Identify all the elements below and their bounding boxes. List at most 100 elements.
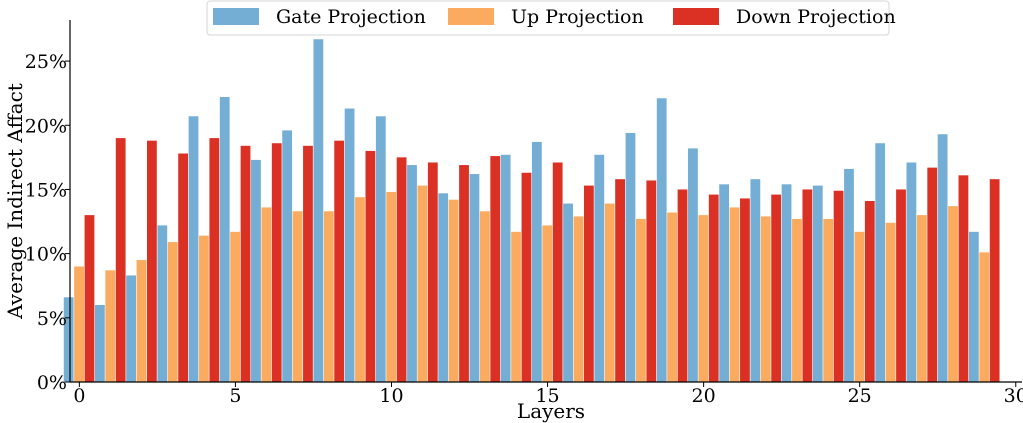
- bar-up-projection-layer-24: [823, 218, 834, 382]
- bar-gate-projection-layer-23: [781, 184, 792, 382]
- y-tick-label: 0%: [37, 372, 67, 394]
- bar-gate-projection-layer-25: [844, 168, 854, 382]
- x-tick-label: 30: [1004, 385, 1023, 407]
- bar-up-projection-layer-1: [105, 270, 116, 382]
- bar-up-projection-layer-15: [542, 225, 553, 382]
- y-tick-label: 20%: [25, 115, 67, 137]
- bar-down-projection-layer-12: [459, 165, 469, 382]
- y-tick-label: 25%: [25, 51, 67, 73]
- bar-gate-projection-layer-19: [656, 98, 667, 383]
- bar-gate-projection-layer-28: [937, 134, 948, 382]
- bar-gate-projection-layer-7: [282, 130, 293, 382]
- legend-label-down-projection: Down Projection: [736, 6, 896, 28]
- x-tick-label: 5: [229, 385, 241, 407]
- bar-up-projection-layer-14: [511, 231, 521, 382]
- y-tick-label: 5%: [37, 308, 67, 330]
- bar-up-projection-layer-16: [573, 216, 584, 382]
- bar-down-projection-layer-28: [958, 175, 969, 382]
- bar-up-projection-layer-25: [854, 231, 865, 382]
- bar-up-projection-layer-0: [74, 266, 84, 382]
- bar-down-projection-layer-20: [708, 194, 719, 382]
- bar-down-projection-layer-14: [521, 172, 532, 382]
- bar-up-projection-layer-23: [792, 218, 802, 382]
- bar-up-projection-layer-8: [323, 211, 334, 382]
- bar-down-projection-layer-22: [771, 194, 782, 382]
- axes-group: [69, 20, 1022, 383]
- bar-up-projection-layer-9: [355, 197, 365, 382]
- bar-down-projection-layer-10: [396, 157, 407, 382]
- bar-up-projection-layer-18: [636, 218, 646, 382]
- bar-gate-projection-layer-22: [750, 179, 761, 382]
- bar-down-projection-layer-23: [802, 189, 813, 382]
- bar-down-projection-layer-19: [677, 189, 688, 382]
- bar-up-projection-layer-19: [667, 212, 678, 382]
- bar-up-projection-layer-13: [479, 211, 490, 382]
- bar-down-projection-layer-6: [271, 143, 282, 382]
- legend: Gate Projection Up Projection Down Project…: [206, 0, 896, 36]
- bars-group: [63, 39, 1000, 383]
- bar-down-projection-layer-8: [334, 140, 345, 382]
- bar-down-projection-layer-9: [365, 150, 376, 382]
- legend-label-gate-projection: Gate Projection: [276, 6, 426, 28]
- bar-gate-projection-layer-13: [469, 174, 480, 382]
- bar-down-projection-layer-1: [115, 138, 126, 382]
- y-tick-label: 10%: [25, 244, 67, 266]
- bar-up-projection-layer-22: [760, 216, 771, 382]
- bar-up-projection-layer-6: [261, 207, 272, 382]
- bar-up-projection-layer-21: [729, 207, 740, 382]
- bar-up-projection-layer-27: [916, 215, 927, 382]
- bar-up-projection-layer-17: [604, 203, 615, 382]
- bar-down-projection-layer-13: [490, 156, 501, 382]
- bar-up-projection-layer-28: [948, 206, 958, 382]
- x-tick-label: 15: [535, 385, 559, 407]
- bar-gate-projection-layer-20: [688, 148, 698, 382]
- bar-gate-projection-layer-18: [625, 132, 636, 382]
- bar-down-projection-layer-3: [178, 153, 189, 382]
- legend-swatch-gate-projection: [213, 8, 259, 25]
- x-ticks: 0 5 10 15 20 25 30: [73, 382, 1023, 407]
- bar-gate-projection-layer-26: [875, 143, 886, 382]
- x-tick-label: 10: [379, 385, 403, 407]
- bar-gate-projection-layer-10: [375, 116, 386, 382]
- bar-gate-projection-layer-16: [563, 203, 573, 382]
- bar-down-projection-layer-0: [84, 215, 95, 382]
- bar-gate-projection-layer-4: [188, 116, 199, 382]
- bar-up-projection-layer-10: [386, 192, 397, 382]
- bar-gate-projection-layer-2: [126, 275, 136, 382]
- bar-down-projection-layer-21: [740, 198, 750, 382]
- x-tick-label: 25: [848, 385, 872, 407]
- bar-down-projection-layer-2: [146, 140, 157, 382]
- y-ticks: 0% 5% 10% 15% 20% 25%: [25, 51, 70, 394]
- bar-gate-projection-layer-24: [812, 185, 823, 382]
- bar-gate-projection-layer-0: [63, 297, 74, 382]
- bar-gate-projection-layer-29: [968, 231, 979, 382]
- bar-down-projection-layer-25: [864, 201, 875, 382]
- bar-up-projection-layer-2: [136, 260, 147, 382]
- x-tick-label: 0: [73, 385, 85, 407]
- bar-gate-projection-layer-21: [719, 184, 730, 382]
- legend-swatch-down-projection: [673, 8, 719, 25]
- bar-up-projection-layer-7: [292, 211, 303, 382]
- bar-gate-projection-layer-1: [94, 304, 105, 382]
- x-tick-label: 20: [692, 385, 716, 407]
- bar-down-projection-layer-17: [615, 179, 625, 382]
- x-axis-label: Layers: [517, 399, 585, 423]
- bar-gate-projection-layer-12: [438, 193, 449, 382]
- bar-down-projection-layer-18: [646, 180, 657, 382]
- bar-up-projection-layer-20: [698, 215, 709, 382]
- bar-gate-projection-layer-17: [594, 154, 605, 382]
- bar-gate-projection-layer-9: [344, 108, 355, 382]
- y-axis-label: Average Indirect Affact: [3, 83, 27, 320]
- legend-swatch-up-projection: [448, 8, 494, 25]
- legend-label-up-projection: Up Projection: [511, 6, 644, 28]
- bar-gate-projection-layer-14: [500, 154, 511, 382]
- bar-down-projection-layer-27: [927, 167, 938, 382]
- bar-up-projection-layer-29: [979, 252, 990, 382]
- bar-down-projection-layer-24: [833, 190, 844, 382]
- bar-up-projection-layer-3: [167, 242, 178, 382]
- bar-gate-projection-layer-3: [157, 225, 168, 382]
- bar-down-projection-layer-11: [427, 162, 438, 382]
- bar-down-projection-layer-15: [552, 162, 563, 382]
- bar-down-projection-layer-29: [989, 179, 1000, 382]
